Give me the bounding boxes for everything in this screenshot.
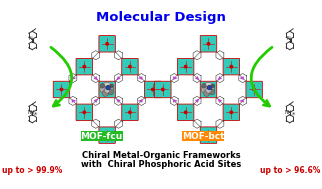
Circle shape [229, 110, 233, 114]
Polygon shape [138, 76, 142, 80]
Text: NH: NH [27, 110, 35, 115]
Polygon shape [116, 98, 121, 103]
Circle shape [229, 65, 233, 69]
Circle shape [206, 88, 210, 91]
FancyArrowPatch shape [251, 47, 272, 106]
Text: MOF-bct: MOF-bct [182, 132, 224, 141]
FancyBboxPatch shape [177, 104, 194, 121]
FancyBboxPatch shape [122, 58, 138, 75]
Circle shape [252, 88, 256, 91]
Polygon shape [116, 76, 121, 81]
Circle shape [209, 89, 215, 95]
Circle shape [184, 110, 188, 114]
FancyBboxPatch shape [53, 81, 70, 98]
Polygon shape [94, 76, 98, 81]
FancyBboxPatch shape [246, 81, 262, 98]
Text: *: * [291, 112, 295, 118]
FancyBboxPatch shape [99, 36, 115, 52]
FancyBboxPatch shape [223, 58, 240, 75]
Circle shape [104, 88, 110, 93]
Polygon shape [72, 99, 77, 103]
Polygon shape [173, 76, 178, 80]
Circle shape [105, 133, 109, 137]
FancyArrowPatch shape [51, 47, 72, 106]
Circle shape [60, 88, 63, 91]
Circle shape [106, 85, 114, 92]
FancyBboxPatch shape [80, 132, 123, 141]
Polygon shape [239, 99, 244, 103]
Polygon shape [239, 76, 244, 80]
FancyBboxPatch shape [76, 104, 92, 121]
Circle shape [105, 88, 109, 91]
Circle shape [108, 89, 114, 95]
FancyBboxPatch shape [99, 81, 115, 98]
FancyBboxPatch shape [99, 127, 115, 143]
FancyBboxPatch shape [122, 104, 138, 121]
Text: up to > 96.6%: up to > 96.6% [260, 166, 320, 175]
Circle shape [202, 84, 206, 88]
Circle shape [100, 86, 107, 93]
Circle shape [206, 133, 210, 137]
FancyBboxPatch shape [200, 36, 217, 52]
Circle shape [102, 90, 109, 96]
Polygon shape [138, 99, 142, 103]
FancyBboxPatch shape [223, 104, 240, 121]
Circle shape [82, 110, 86, 114]
Polygon shape [173, 99, 178, 103]
Polygon shape [72, 76, 77, 80]
FancyBboxPatch shape [182, 132, 224, 141]
Circle shape [82, 65, 86, 69]
Text: Molecular Design: Molecular Design [96, 11, 226, 24]
Circle shape [184, 65, 188, 69]
Text: N: N [29, 36, 33, 41]
FancyBboxPatch shape [76, 58, 92, 75]
FancyBboxPatch shape [200, 81, 217, 98]
Text: MOF-fcu: MOF-fcu [80, 132, 123, 141]
Polygon shape [94, 98, 98, 103]
FancyBboxPatch shape [155, 81, 171, 98]
Text: Chiral Metal-Organic Frameworks: Chiral Metal-Organic Frameworks [82, 151, 240, 160]
Polygon shape [195, 98, 200, 103]
Circle shape [206, 88, 211, 93]
Text: with  Chiral Phosphoric Acid Sites: with Chiral Phosphoric Acid Sites [81, 160, 241, 169]
Circle shape [211, 84, 215, 88]
Circle shape [204, 90, 210, 96]
Circle shape [151, 88, 155, 91]
Polygon shape [195, 76, 200, 81]
Circle shape [207, 85, 212, 90]
Circle shape [208, 85, 215, 92]
Text: *: * [34, 112, 37, 118]
Text: N: N [287, 36, 290, 41]
Circle shape [100, 84, 105, 88]
Circle shape [161, 88, 165, 91]
Circle shape [103, 82, 112, 91]
Polygon shape [217, 76, 222, 81]
Circle shape [204, 82, 213, 91]
FancyBboxPatch shape [200, 127, 217, 143]
Text: NH: NH [285, 110, 292, 115]
FancyBboxPatch shape [177, 58, 194, 75]
Circle shape [106, 85, 110, 90]
Circle shape [128, 65, 132, 69]
Circle shape [105, 42, 109, 46]
Text: up to > 99.9%: up to > 99.9% [2, 166, 62, 175]
FancyBboxPatch shape [145, 81, 161, 98]
Circle shape [206, 42, 210, 46]
Circle shape [128, 110, 132, 114]
Circle shape [201, 86, 208, 93]
Circle shape [110, 84, 114, 88]
Polygon shape [217, 98, 222, 103]
